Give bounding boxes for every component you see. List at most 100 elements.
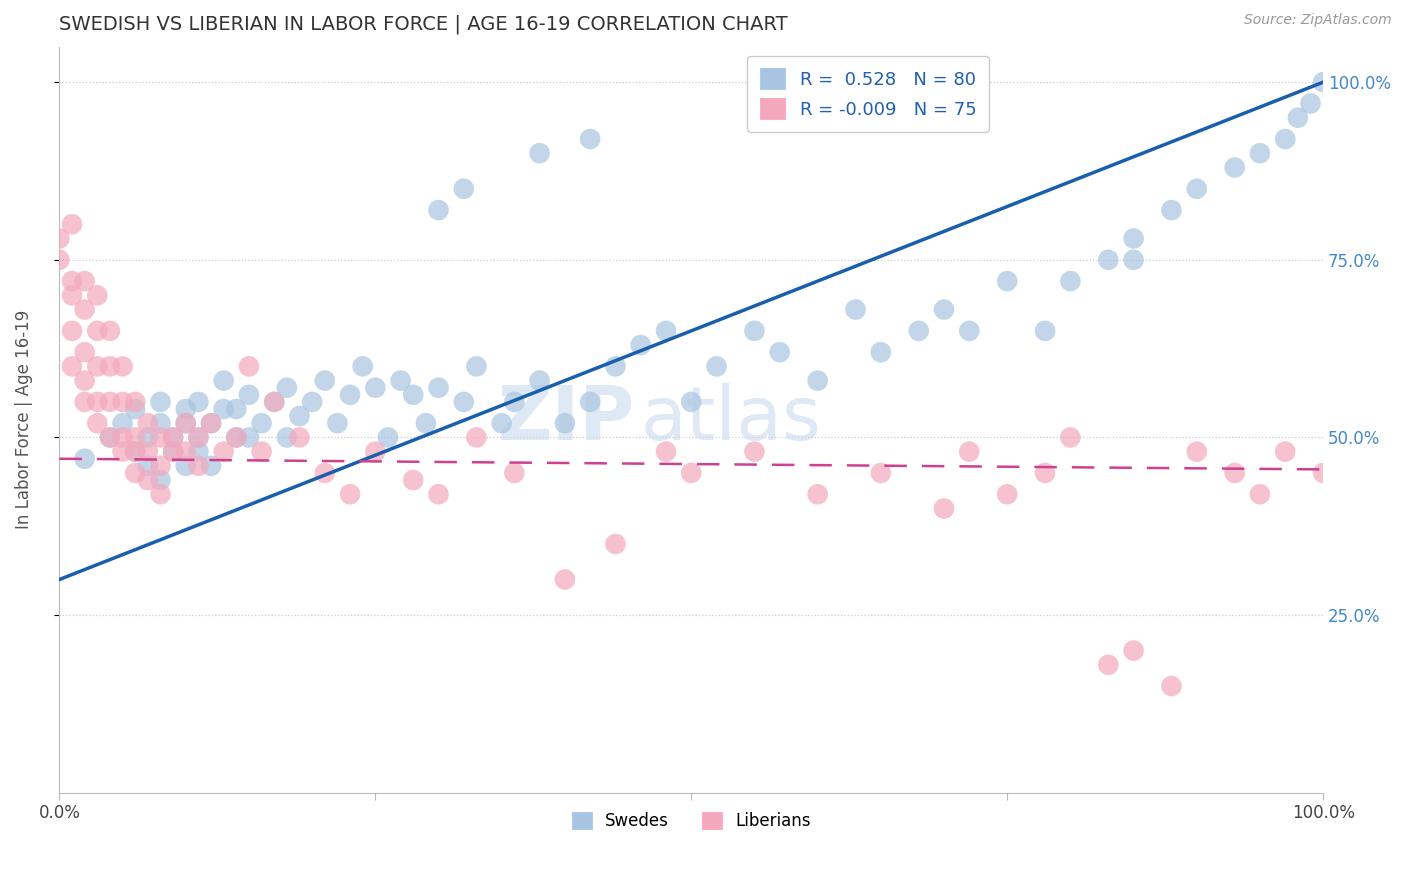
Point xyxy=(73,451,96,466)
Point xyxy=(352,359,374,374)
Point xyxy=(263,395,285,409)
Point xyxy=(162,430,184,444)
Point xyxy=(187,395,209,409)
Point xyxy=(174,444,197,458)
Point xyxy=(60,359,83,374)
Text: ZIP: ZIP xyxy=(498,384,634,456)
Point xyxy=(200,416,222,430)
Point xyxy=(1097,252,1119,267)
Point xyxy=(187,444,209,458)
Point xyxy=(1122,231,1144,245)
Point xyxy=(465,359,488,374)
Point xyxy=(60,288,83,302)
Point xyxy=(250,416,273,430)
Point xyxy=(124,430,146,444)
Point xyxy=(98,395,121,409)
Point xyxy=(263,395,285,409)
Point xyxy=(769,345,792,359)
Point xyxy=(136,416,159,430)
Point xyxy=(605,359,627,374)
Point xyxy=(225,430,247,444)
Point xyxy=(111,359,134,374)
Point xyxy=(869,345,891,359)
Point xyxy=(86,288,108,302)
Point xyxy=(529,374,551,388)
Point xyxy=(187,430,209,444)
Point xyxy=(427,381,450,395)
Point xyxy=(136,473,159,487)
Point xyxy=(98,430,121,444)
Point xyxy=(149,458,172,473)
Point xyxy=(1160,203,1182,218)
Point xyxy=(402,473,425,487)
Point xyxy=(1185,444,1208,458)
Point xyxy=(174,402,197,417)
Point xyxy=(174,416,197,430)
Point xyxy=(491,416,513,430)
Y-axis label: In Labor Force | Age 16-19: In Labor Force | Age 16-19 xyxy=(15,310,32,529)
Point xyxy=(1312,75,1334,89)
Point xyxy=(124,466,146,480)
Point xyxy=(377,430,399,444)
Point xyxy=(364,381,387,395)
Text: SWEDISH VS LIBERIAN IN LABOR FORCE | AGE 16-19 CORRELATION CHART: SWEDISH VS LIBERIAN IN LABOR FORCE | AGE… xyxy=(59,15,787,35)
Point xyxy=(1185,182,1208,196)
Point xyxy=(288,409,311,423)
Point xyxy=(579,395,602,409)
Point xyxy=(136,444,159,458)
Point xyxy=(427,487,450,501)
Point xyxy=(957,444,980,458)
Point xyxy=(212,374,235,388)
Point xyxy=(212,444,235,458)
Point xyxy=(655,324,678,338)
Point xyxy=(187,458,209,473)
Point xyxy=(995,274,1018,288)
Point xyxy=(1249,487,1271,501)
Point xyxy=(339,388,361,402)
Point xyxy=(73,395,96,409)
Point xyxy=(250,444,273,458)
Point xyxy=(174,458,197,473)
Point xyxy=(1122,252,1144,267)
Point xyxy=(276,430,298,444)
Point xyxy=(402,388,425,402)
Point xyxy=(73,302,96,317)
Point xyxy=(162,444,184,458)
Point xyxy=(276,381,298,395)
Point xyxy=(1223,161,1246,175)
Point xyxy=(453,182,475,196)
Point xyxy=(314,466,336,480)
Point xyxy=(389,374,412,388)
Point xyxy=(554,416,576,430)
Point xyxy=(744,324,766,338)
Legend: Swedes, Liberians: Swedes, Liberians xyxy=(565,805,818,837)
Point xyxy=(98,430,121,444)
Point xyxy=(136,430,159,444)
Point xyxy=(706,359,728,374)
Point xyxy=(957,324,980,338)
Point xyxy=(744,444,766,458)
Point xyxy=(200,416,222,430)
Point xyxy=(1059,274,1081,288)
Point xyxy=(149,430,172,444)
Point xyxy=(124,444,146,458)
Point xyxy=(1312,466,1334,480)
Point xyxy=(60,217,83,231)
Point xyxy=(1160,679,1182,693)
Point xyxy=(48,252,70,267)
Point xyxy=(86,416,108,430)
Point xyxy=(187,430,209,444)
Point xyxy=(1299,96,1322,111)
Point xyxy=(1286,111,1309,125)
Point xyxy=(288,430,311,444)
Point xyxy=(554,573,576,587)
Point xyxy=(162,444,184,458)
Point xyxy=(326,416,349,430)
Point xyxy=(200,458,222,473)
Point xyxy=(681,466,703,480)
Point xyxy=(98,359,121,374)
Point xyxy=(124,395,146,409)
Point xyxy=(48,231,70,245)
Point xyxy=(162,430,184,444)
Point xyxy=(238,359,260,374)
